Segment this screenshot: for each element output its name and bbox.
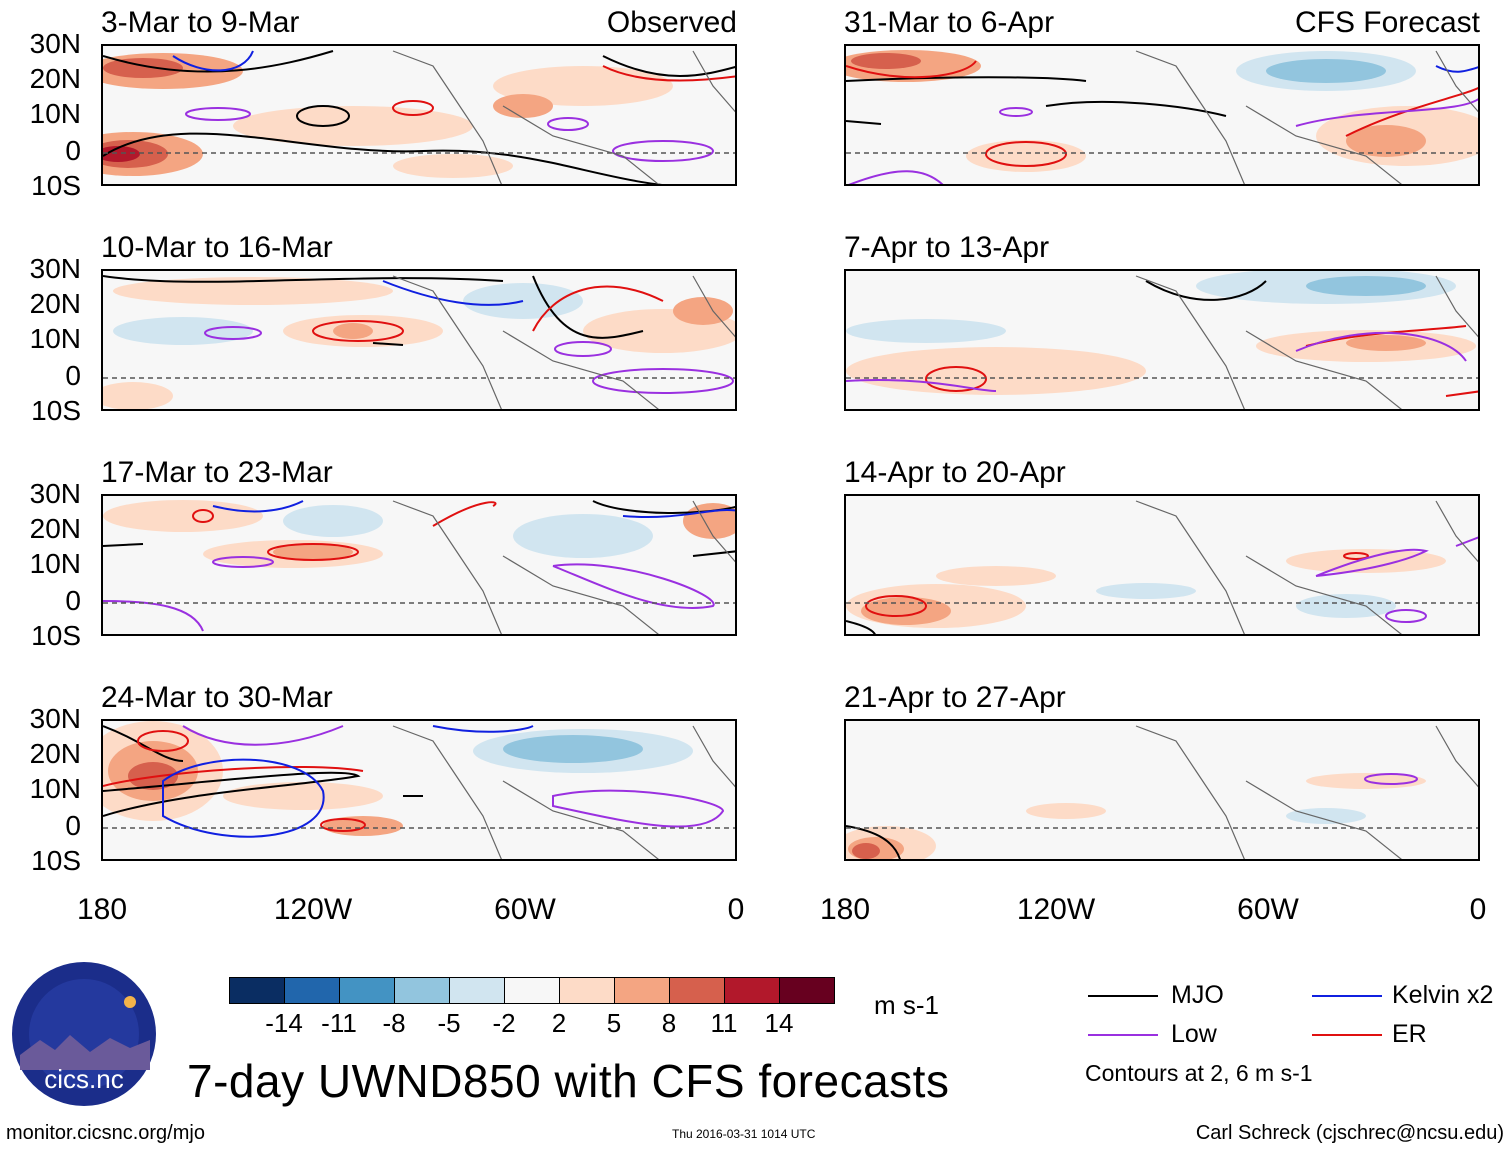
lat-10s: 10S bbox=[31, 620, 81, 651]
lat-10n: 10N bbox=[29, 773, 81, 804]
colorbar bbox=[229, 977, 835, 1004]
colorbar-tick: 8 bbox=[661, 1008, 677, 1038]
panel-title: 24-Mar to 30-Mar bbox=[101, 681, 333, 714]
lat-10n: 10N bbox=[29, 98, 81, 129]
lon-0-left: 0 bbox=[727, 893, 745, 926]
legend-label-low: Low bbox=[1171, 1020, 1217, 1048]
colorbar-tick: -2 bbox=[492, 1008, 516, 1038]
footer-author[interactable]: Carl Schreck (cjschrec@ncsu.edu) bbox=[1195, 1122, 1504, 1144]
colorbar-tick: -11 bbox=[321, 1008, 357, 1038]
legend-label-mjo: MJO bbox=[1171, 981, 1224, 1009]
lon-120w-left: 120W bbox=[273, 893, 353, 926]
lat-0: 0 bbox=[65, 585, 81, 616]
lat-30n: 30N bbox=[29, 28, 81, 59]
colorbar-tick: -5 bbox=[437, 1008, 461, 1038]
lon-180-right: 180 bbox=[819, 893, 871, 926]
lat-10s: 10S bbox=[31, 395, 81, 426]
colorbar-swatch bbox=[670, 978, 725, 1003]
lat-30n: 30N bbox=[29, 703, 81, 734]
panel-forecast-3: 14-Apr to 20-Apr bbox=[844, 456, 1480, 636]
colorbar-tick: -14 bbox=[265, 1008, 303, 1038]
lat-20n: 20N bbox=[29, 288, 81, 319]
panel-title: 17-Mar to 23-Mar bbox=[101, 456, 333, 489]
colorbar-swatch bbox=[505, 978, 560, 1003]
panel-observed-3: 17-Mar to 23-Mar 30N 20N 10N 0 10S bbox=[30, 456, 737, 650]
colorbar-swatch bbox=[725, 978, 780, 1003]
colorbar-swatch bbox=[780, 978, 834, 1003]
lat-30n: 30N bbox=[29, 478, 81, 509]
map-area bbox=[844, 44, 1480, 186]
map-area bbox=[101, 719, 737, 861]
forecast-label: CFS Forecast bbox=[1294, 6, 1480, 39]
lat-10s: 10S bbox=[31, 845, 81, 876]
colorbar-swatch bbox=[395, 978, 450, 1003]
colorbar-tick: 11 bbox=[710, 1008, 738, 1038]
map-area bbox=[101, 269, 737, 411]
footer-timestamp: Thu 2016-03-31 1014 UTC bbox=[672, 1127, 816, 1141]
colorbar-tick: 5 bbox=[606, 1008, 622, 1038]
lat-10n: 10N bbox=[29, 323, 81, 354]
panel-forecast-4: 21-Apr to 27-Apr bbox=[844, 681, 1480, 861]
panel-title: 21-Apr to 27-Apr bbox=[844, 681, 1066, 714]
lon-180-left: 180 bbox=[76, 893, 128, 926]
panel-title: 10-Mar to 16-Mar bbox=[101, 231, 333, 264]
panel-forecast-1: 31-Mar to 6-Apr CFS Forecast bbox=[844, 6, 1480, 186]
colorbar-swatch bbox=[560, 978, 615, 1003]
panel-forecast-2: 7-Apr to 13-Apr bbox=[844, 231, 1480, 411]
cics-logo: cics.nc bbox=[10, 960, 158, 1108]
legend-line-kelvin bbox=[1312, 995, 1382, 997]
colorbar-swatch bbox=[340, 978, 395, 1003]
panel-observed-1: 3-Mar to 9-Mar Observed 30 bbox=[30, 6, 737, 200]
colorbar-tick: 2 bbox=[551, 1008, 567, 1038]
legend-line-mjo bbox=[1088, 995, 1158, 997]
panel-title: 14-Apr to 20-Apr bbox=[844, 456, 1066, 489]
panel-title: 7-Apr to 13-Apr bbox=[844, 231, 1050, 264]
lat-20n: 20N bbox=[29, 63, 81, 94]
colorbar-tick: 14 bbox=[764, 1008, 794, 1038]
colorbar-swatch bbox=[230, 978, 285, 1003]
lon-120w-right: 120W bbox=[1016, 893, 1096, 926]
map-area bbox=[101, 494, 737, 636]
legend-label-kelvin: Kelvin x2 bbox=[1392, 981, 1494, 1009]
lat-0: 0 bbox=[65, 810, 81, 841]
panel-title: 3-Mar to 9-Mar bbox=[101, 6, 300, 39]
colorbar-tick: -8 bbox=[382, 1008, 406, 1038]
map-area bbox=[844, 719, 1480, 861]
map-area bbox=[101, 44, 737, 186]
contour-note: Contours at 2, 6 m s-1 bbox=[1085, 1060, 1313, 1086]
logo-text: cics.nc bbox=[44, 1064, 123, 1094]
legend-line-low bbox=[1088, 1034, 1158, 1036]
map-area bbox=[844, 494, 1480, 636]
lon-0-right: 0 bbox=[1469, 893, 1487, 926]
observed-label: Observed bbox=[606, 6, 737, 39]
colorbar-swatch bbox=[615, 978, 670, 1003]
lat-20n: 20N bbox=[29, 513, 81, 544]
lon-60w-left: 60W bbox=[494, 893, 556, 926]
lat-10n: 10N bbox=[29, 548, 81, 579]
panel-title: 31-Mar to 6-Apr bbox=[844, 6, 1055, 39]
lat-20n: 20N bbox=[29, 738, 81, 769]
legend-label-er: ER bbox=[1392, 1020, 1427, 1048]
legend-line-er bbox=[1312, 1034, 1382, 1036]
colorbar-swatch bbox=[450, 978, 505, 1003]
lat-0: 0 bbox=[65, 360, 81, 391]
footer-url[interactable]: monitor.cicsnc.org/mjo bbox=[6, 1122, 205, 1144]
lat-0: 0 bbox=[65, 135, 81, 166]
panel-observed-4: 24-Mar to 30-Mar 30N 20N 10N 0 10S bbox=[30, 681, 737, 875]
figure-title: 7-day UWND850 with CFS forecasts bbox=[187, 1055, 950, 1107]
lat-10s: 10S bbox=[31, 170, 81, 201]
colorbar-swatch bbox=[285, 978, 340, 1003]
map-area bbox=[844, 269, 1480, 411]
colorbar-units: m s-1 bbox=[874, 990, 939, 1020]
lon-60w-right: 60W bbox=[1237, 893, 1299, 926]
panel-observed-2: 10-Mar to 16-Mar 30N 20N 10N 0 10S bbox=[30, 231, 737, 425]
lat-30n: 30N bbox=[29, 253, 81, 284]
